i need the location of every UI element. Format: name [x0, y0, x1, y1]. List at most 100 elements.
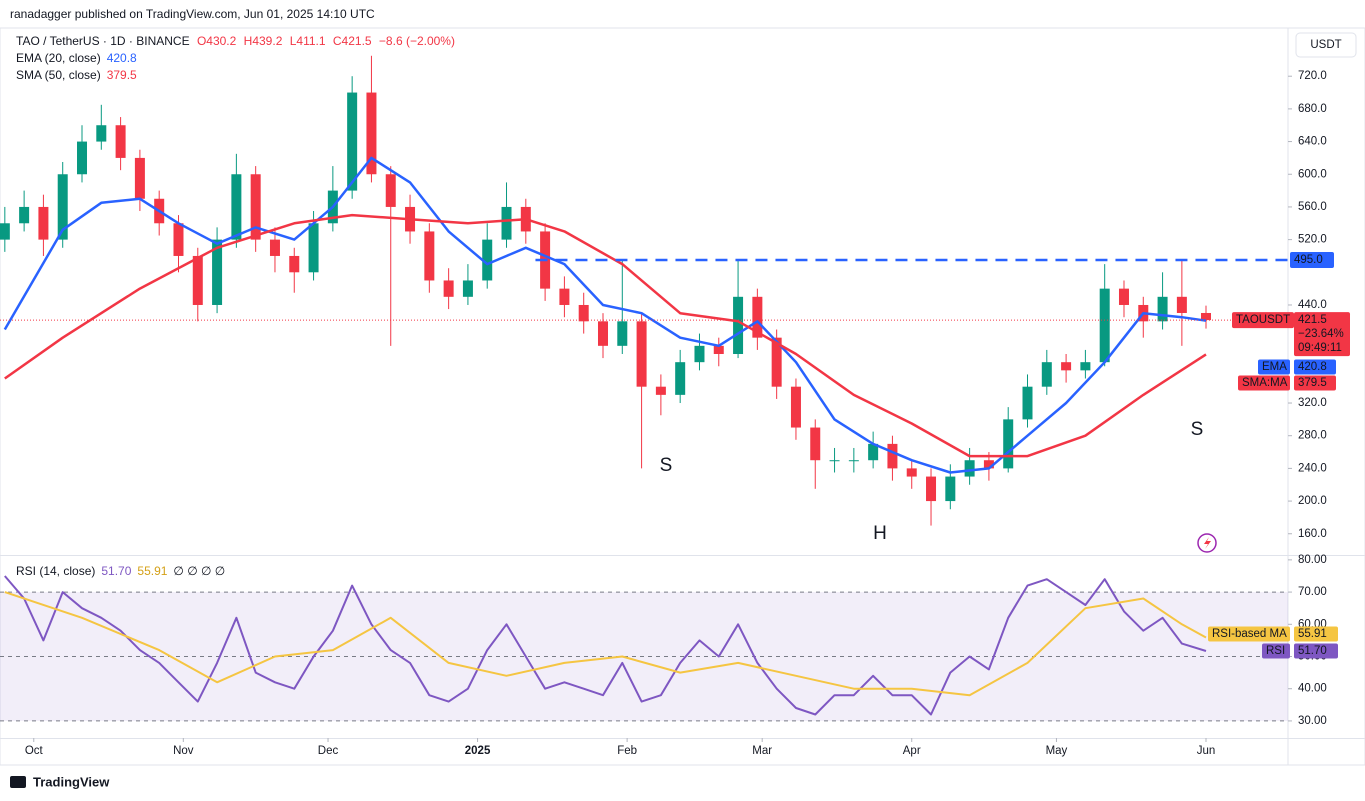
rsi-title: RSI (14, close) — [16, 564, 95, 578]
y-tick-label: 160.0 — [1298, 528, 1327, 540]
candle-body — [77, 141, 88, 175]
candle-body — [192, 255, 203, 305]
y-tick-label: 560.0 — [1298, 201, 1327, 213]
x-tick-label: Apr — [903, 745, 921, 757]
rsi-value-badge-bg — [1294, 643, 1338, 659]
last-price-badge-bg — [1294, 312, 1350, 357]
candle-body — [713, 345, 724, 355]
resistance-badge: 495.0 — [1294, 254, 1323, 266]
x-tick-label: 2025 — [465, 745, 491, 757]
candle-body — [636, 321, 647, 387]
rsi-value: 51.70 — [101, 564, 131, 578]
pattern-label: H — [873, 523, 887, 544]
candle-body — [289, 255, 300, 273]
symbol-badge: TAOUSDT — [1236, 314, 1290, 326]
ema-value-badge: 420.8 — [1298, 361, 1327, 373]
y-tick-label: 320.0 — [1298, 397, 1327, 409]
x-tick-label: Nov — [173, 745, 194, 757]
y-tick-label: 280.0 — [1298, 430, 1327, 442]
candle-body — [134, 157, 145, 199]
candle-body — [559, 288, 570, 305]
ohlc-high: H439.2 — [244, 34, 283, 48]
y-tick-label: 520.0 — [1298, 234, 1327, 246]
y-tick-label: 720.0 — [1298, 70, 1327, 82]
candle-body — [38, 206, 49, 240]
candle-body — [926, 476, 937, 502]
candle-body — [96, 125, 107, 142]
rsi-ma-badge-bg — [1208, 626, 1290, 642]
candle-body — [906, 468, 917, 477]
rsi-ma-value-badge-bg — [1294, 626, 1338, 642]
frame — [0, 27, 1365, 766]
candle-body — [1080, 362, 1091, 371]
x-tick-label: Mar — [752, 745, 772, 757]
alert-icon[interactable] — [1197, 533, 1217, 553]
currency-button[interactable] — [1295, 32, 1357, 58]
y-tick-label: 30.00 — [1298, 715, 1327, 727]
candle-body — [790, 386, 801, 428]
candle-body — [115, 125, 126, 158]
series-line — [4, 213, 1207, 458]
candle-body — [231, 174, 242, 240]
series-line — [3, 156, 1207, 474]
symbol-legend: TAO / TetherUS · 1D · BINANCE O430.2 H43… — [16, 34, 455, 48]
rsi-badge-bg — [1262, 643, 1290, 659]
candle-body — [964, 460, 975, 477]
x-tick-label: Jun — [1197, 745, 1216, 757]
sma-legend: SMA (50, close) 379.5 — [16, 68, 137, 82]
candle-body — [1061, 362, 1072, 371]
plot-layer: S H S 160.0 200.0 240.0 280.0 320.0 440.0 520.0 56… — [0, 55, 1350, 757]
candle-body — [347, 92, 358, 191]
x-tick-label: Dec — [318, 745, 339, 757]
y-tick-label: 440.0 — [1298, 299, 1327, 311]
candle-body — [868, 443, 879, 461]
candle-body — [269, 239, 280, 256]
candle-body — [578, 304, 589, 322]
symbol-badge-bg — [1232, 312, 1294, 329]
candle-body — [1176, 296, 1187, 313]
pattern-label: S — [1191, 419, 1204, 440]
brand-name: TradingView — [33, 774, 110, 789]
ema-badge: EMA — [1262, 361, 1287, 373]
x-tick-label: May — [1046, 745, 1068, 757]
candle-body — [752, 296, 763, 338]
sma-badge-bg — [1238, 375, 1290, 391]
series-line — [4, 575, 1207, 716]
candle-body — [829, 460, 840, 462]
candle-body — [1003, 419, 1014, 469]
resistance-badge-bg — [1290, 252, 1334, 269]
alert-bolt — [1204, 537, 1211, 549]
candle-body — [385, 174, 396, 207]
ohlc-low: L411.1 — [290, 34, 326, 48]
candle-body — [250, 174, 261, 240]
y-tick-label: 240.0 — [1298, 462, 1327, 474]
ema-badge-bg — [1258, 359, 1290, 375]
ema-name: EMA (20, close) — [16, 51, 101, 65]
candle-body — [424, 231, 435, 281]
sma-value: 379.5 — [107, 68, 137, 82]
candle-body — [366, 92, 377, 175]
sma-value-badge-bg — [1294, 375, 1336, 391]
candle-body — [675, 362, 686, 395]
ohlc-open: O430.2 — [197, 34, 237, 48]
rsi-badge: RSI — [1266, 645, 1285, 657]
y-tick-label: 640.0 — [1298, 136, 1327, 148]
candle-body — [57, 174, 68, 240]
candle-body — [308, 223, 319, 273]
candle-body — [501, 206, 512, 240]
candle-body — [1022, 386, 1033, 420]
ohlc-close: C421.5 — [333, 34, 372, 48]
candle-body — [443, 280, 454, 297]
candle-body — [1099, 288, 1110, 363]
ema-legend: EMA (20, close) 420.8 — [16, 51, 137, 65]
x-tick-label: Oct — [25, 745, 44, 757]
candle-body — [1118, 288, 1129, 305]
y-tick-label: 80.00 — [1298, 554, 1327, 566]
candle-body — [19, 206, 30, 224]
x-tick-label: Feb — [617, 745, 637, 757]
rsi-ma-value: 55.91 — [137, 564, 167, 578]
candle-body — [848, 460, 859, 462]
published-note: ranadagger published on TradingView.com,… — [10, 7, 375, 21]
series-line — [4, 591, 1207, 697]
